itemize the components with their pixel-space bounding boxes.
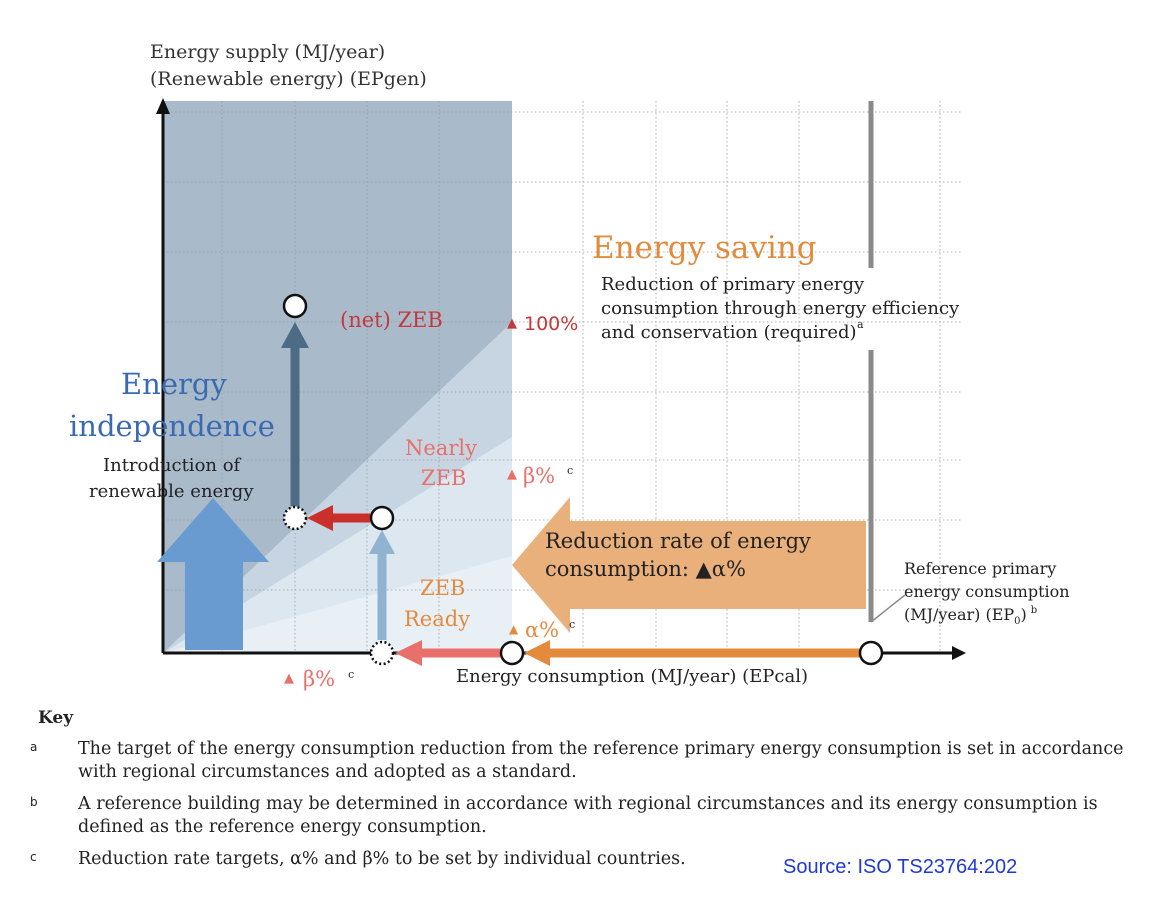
y-axis-arrowhead <box>156 98 170 114</box>
reference-point <box>858 640 884 666</box>
marker-beta-right-note: c <box>567 464 573 477</box>
below-ready-zone <box>163 556 512 653</box>
marker-100-label: 100% <box>524 313 578 335</box>
key-text: A reference building may be determined i… <box>78 794 1098 837</box>
y-axis-label-line2: (Renewable energy) (EPgen) <box>150 68 427 90</box>
nearly-zeb-arrowhead <box>307 505 333 531</box>
marker-beta-bottom-label: β% <box>303 667 335 691</box>
renewable-energy-arrow <box>157 498 269 650</box>
energy-independence-line1: Energy <box>121 367 227 401</box>
key-mark: c <box>30 850 37 864</box>
key-mark: a <box>30 740 38 754</box>
net-zeb-label: (net) ZEB <box>340 308 443 332</box>
energy-saving-note-a: a <box>857 318 864 331</box>
marker-alpha-note: c <box>569 618 575 631</box>
reference-line1: Reference primary <box>904 559 1056 578</box>
marker-100-triangle: ▲ <box>507 316 517 331</box>
state-points <box>282 293 884 666</box>
reduction-rate-line1: Reduction rate of energy <box>545 529 811 553</box>
key-item-a: a The target of the energy consumption r… <box>30 738 1138 784</box>
source-credit: Source: ISO TS23764:202 <box>783 856 1018 878</box>
reference-line3: (MJ/year) (EP0) b <box>904 605 1037 627</box>
net-zeb-point <box>282 293 308 319</box>
marker-beta-right-triangle: ▲ <box>507 467 517 482</box>
nearly-zeb-label-line1: Nearly <box>405 436 477 460</box>
beta-point-dotted <box>369 640 395 666</box>
alpha-reduction-arrowhead <box>524 640 550 666</box>
zeb-diagram: Energy supply (MJ/year) (Renewable energ… <box>69 41 1070 691</box>
x-axis-arrowhead <box>952 646 966 660</box>
reference-line2: energy consumption <box>904 582 1070 601</box>
zeb-ready-label-line1: ZEB <box>420 576 465 600</box>
key-text: Reduction rate targets, α% and β% to be … <box>78 849 686 869</box>
reduction-rate-line2: consumption: ▲α% <box>545 557 746 581</box>
marker-beta-right-label: β% <box>523 464 555 488</box>
key-text: The target of the energy consumption red… <box>78 739 1124 782</box>
net-zeb-arrowhead <box>281 322 309 348</box>
key-section: Key a The target of the energy consumpti… <box>30 708 1138 880</box>
key-title: Key <box>38 708 74 728</box>
energy-independence-line2: independence <box>69 409 275 443</box>
zeb-ready-point <box>369 505 395 531</box>
alpha-point <box>499 640 525 666</box>
marker-alpha-label: α% <box>525 618 559 642</box>
key-item-c: c Reduction rate targets, α% and β% to b… <box>30 848 1138 871</box>
nearly-zeb-point-dotted <box>282 505 308 531</box>
beta-reduction-arrowhead <box>395 640 422 666</box>
energy-saving-desc-line1: Reduction of primary energy <box>601 274 865 295</box>
marker-beta-bottom-triangle: ▲ <box>284 671 294 686</box>
key-mark: b <box>30 795 38 809</box>
energy-saving-desc-line2: consumption through energy efficiency <box>601 298 960 319</box>
marker-beta-bottom-note: c <box>348 668 354 681</box>
energy-saving-title: Energy saving <box>592 230 817 266</box>
renewable-intro-line2: renewable energy <box>89 481 254 502</box>
x-axis-label: Energy consumption (MJ/year) (EPcal) <box>456 666 808 687</box>
energy-saving-desc-line3: and conservation (required) <box>601 322 857 343</box>
reduction-rate-arrow <box>512 497 866 633</box>
marker-alpha-triangle: ▲ <box>509 622 519 636</box>
key-item-b: b A reference building may be determined… <box>30 793 1138 839</box>
zeb-ready-arrowhead <box>369 530 395 554</box>
zeb-ready-label-line2: Ready <box>404 607 470 631</box>
renewable-intro-line1: Introduction of <box>103 455 242 476</box>
reference-leader <box>870 594 906 623</box>
nearly-zeb-label-line2: ZEB <box>421 466 466 490</box>
y-axis-label-line1: Energy supply (MJ/year) <box>150 41 385 63</box>
